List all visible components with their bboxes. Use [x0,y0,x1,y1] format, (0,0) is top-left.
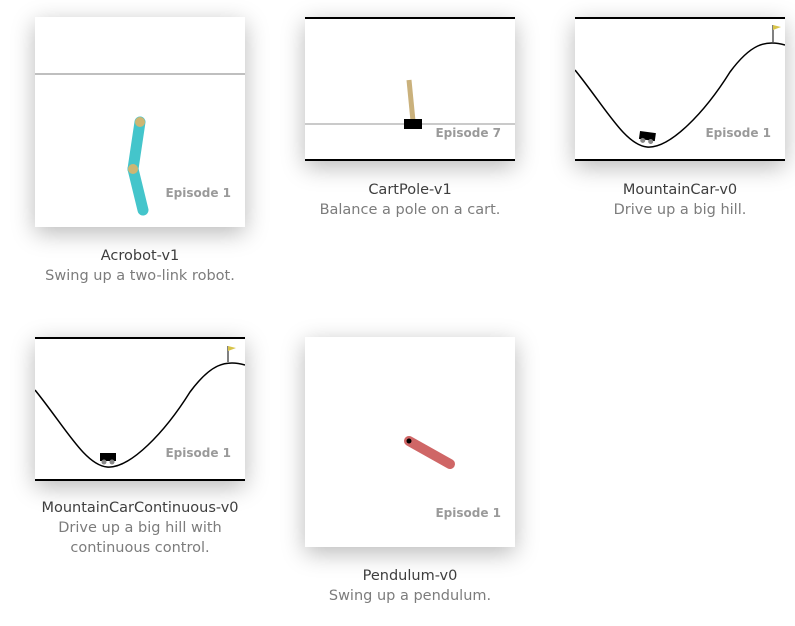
car-icon [638,130,656,145]
env-title[interactable]: MountainCar-v0 [622,182,738,198]
env-description-line-1: Drive up a big hill with [58,520,222,536]
pendulum-rod [404,436,455,469]
cartpole-cart [404,119,422,129]
pendulum-pivot [406,438,412,444]
env-caption-acrobot: Acrobot-v1 Swing up a two-link robot. [10,246,270,286]
acrobot-link-2 [127,163,149,216]
env-caption-pendulum: Pendulum-v0 Swing up a pendulum. [280,566,540,606]
mountaincar-render [575,17,785,161]
episode-label: Episode 1 [435,506,501,520]
flag-icon [773,25,781,30]
mountain-curve [575,42,785,148]
env-description: Balance a pole on a cart. [319,202,501,218]
env-title[interactable]: Pendulum-v0 [362,568,458,584]
env-card-mountaincarcontinuous[interactable]: Episode 1 [35,337,245,481]
flag-icon [228,346,236,351]
episode-label: Episode 1 [165,446,231,460]
env-caption-mountaincar: MountainCar-v0 Drive up a big hill. [550,180,795,220]
env-description: Drive up a big hill. [613,202,747,218]
acrobot-link-1 [127,116,146,175]
acrobot-joint-middle [128,164,138,174]
car-icon [100,453,116,465]
env-title[interactable]: MountainCarContinuous-v0 [41,500,239,516]
cartpole-pole [406,79,416,122]
mountaincarcontinuous-render [35,337,245,481]
acrobot-joint-top [135,117,145,127]
env-card-mountaincar[interactable]: Episode 1 [575,17,785,161]
env-caption-mountaincarcontinuous: MountainCarContinuous-v0 Drive up a big … [10,498,270,558]
env-description-line-2: continuous control. [70,540,210,556]
env-description: Swing up a pendulum. [328,588,492,604]
mountain-curve [35,362,245,468]
env-title[interactable]: Acrobot-v1 [100,248,180,264]
env-description: Swing up a two-link robot. [45,268,235,284]
pendulum-render [404,436,455,469]
env-title[interactable]: CartPole-v1 [368,182,452,198]
env-card-cartpole[interactable]: Episode 7 [305,17,515,161]
episode-label: Episode 1 [165,186,231,200]
episode-label: Episode 7 [435,126,501,140]
acrobot-render [35,73,245,216]
env-card-pendulum[interactable]: Episode 1 [305,337,515,547]
cartpole-render [305,17,515,161]
env-caption-cartpole: CartPole-v1 Balance a pole on a cart. [280,180,540,220]
episode-label: Episode 1 [705,126,771,140]
env-card-acrobot[interactable]: Episode 1 [35,17,245,227]
